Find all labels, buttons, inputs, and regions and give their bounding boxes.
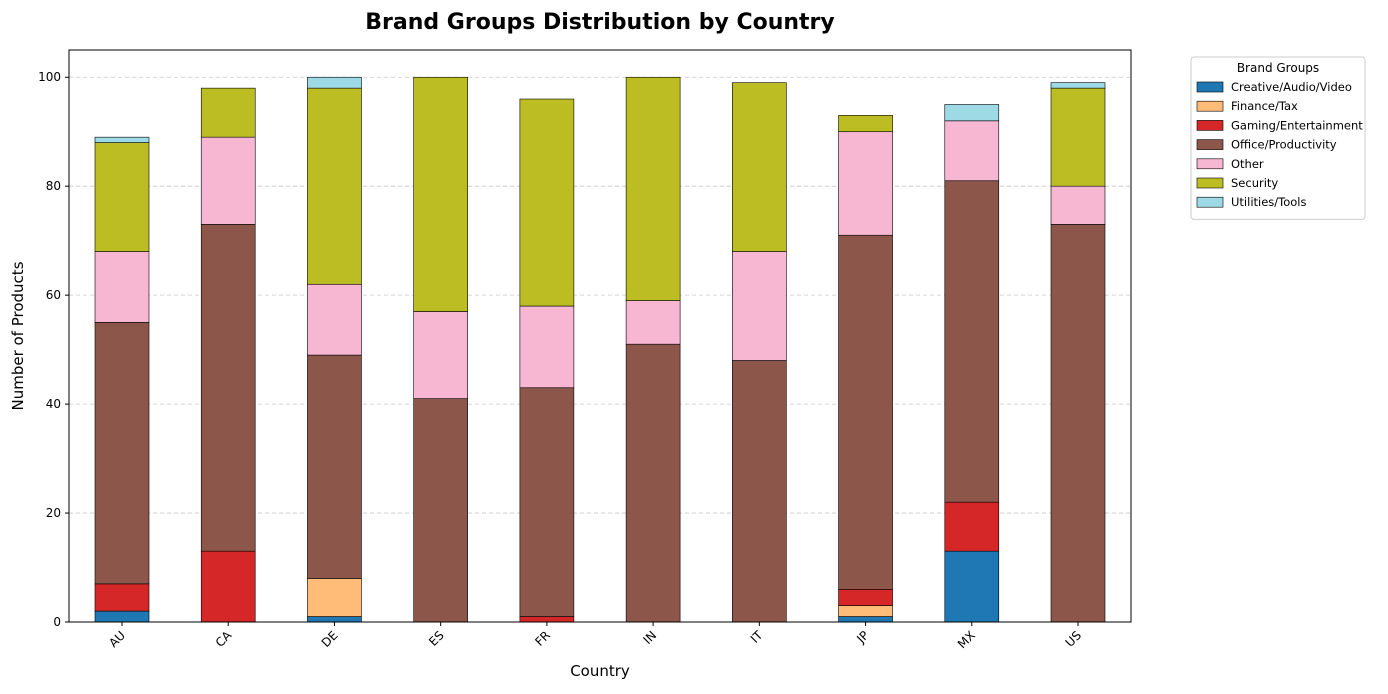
bar-segment (413, 76, 468, 312)
legend-label: Office/Productivity (1231, 138, 1337, 152)
x-tick-label: FR (532, 628, 553, 649)
bar-segment (519, 616, 575, 623)
bar-segment (200, 224, 256, 552)
bar-segment (1050, 82, 1106, 89)
x-tick-label: IN (640, 628, 659, 647)
y-tick-label: 100 (38, 70, 61, 84)
y-axis: 0 20 40 60 80 100 (38, 70, 69, 629)
bar-segment (307, 283, 362, 356)
bar-segment (838, 234, 893, 590)
y-tick-label: 20 (46, 506, 61, 520)
bar-segment (94, 251, 150, 323)
bar-segment (944, 550, 1000, 623)
x-tick-label: JP (853, 628, 871, 646)
bar-segment (200, 136, 256, 225)
bar-segment (94, 322, 150, 585)
bar-segment (944, 120, 1000, 182)
bar-segment (307, 578, 362, 617)
y-tick-label: 80 (46, 179, 61, 193)
bar-segment (944, 501, 1000, 552)
y-tick-label: 0 (53, 615, 61, 629)
legend-swatch (1196, 158, 1224, 170)
bar-segment (519, 98, 575, 307)
bar-segment (838, 131, 893, 236)
legend-label: Creative/Audio/Video (1231, 80, 1352, 94)
legend-swatch (1196, 139, 1224, 150)
bar-segment (838, 115, 893, 133)
legend-title: Brand Groups (1237, 61, 1319, 75)
bar-segment (1050, 224, 1106, 623)
bar-segment (625, 343, 681, 623)
y-axis-label: Number of Products (9, 261, 27, 410)
bar-segment (200, 550, 256, 623)
bar-segment (944, 104, 1000, 122)
plot-frame (68, 49, 1132, 623)
legend-label: Finance/Tax (1231, 99, 1298, 113)
bar-segment (94, 136, 150, 143)
bar-segment (732, 82, 787, 252)
legend-swatch (1196, 100, 1224, 112)
bar-segment (838, 589, 893, 606)
legend-label: Other (1231, 157, 1264, 171)
bars (94, 76, 1106, 623)
x-tick-label: AU (106, 628, 128, 650)
x-tick-label: US (1063, 628, 1085, 650)
bar-segment (519, 387, 575, 617)
bar-segment (732, 360, 787, 623)
y-tick-label: 60 (46, 288, 61, 302)
legend: Brand Groups Creative/Audio/Video Finance/… (1190, 56, 1366, 220)
x-tick-label: IT (748, 628, 766, 646)
legend-swatch (1196, 196, 1224, 208)
bar-segment (307, 87, 362, 285)
bar-segment (1050, 87, 1106, 187)
legend-box (1190, 56, 1366, 220)
x-axis-label: Country (570, 662, 630, 680)
bar-segment (944, 180, 1000, 503)
legend-swatch (1196, 177, 1224, 189)
bar-segment (307, 616, 362, 623)
bar-segment (94, 583, 150, 612)
x-tick-label: CA (213, 628, 235, 650)
x-tick-label: DE (319, 628, 341, 650)
x-tick-label: MX (955, 628, 978, 651)
bar-segment (625, 76, 681, 301)
bar-segment (200, 87, 256, 138)
legend-label: Gaming/Entertainment (1231, 118, 1363, 132)
legend-swatch (1196, 81, 1224, 93)
legend-swatch (1196, 120, 1224, 131)
bar-segment (307, 354, 362, 579)
y-tick-label: 40 (46, 397, 61, 411)
legend-label: Security (1231, 176, 1278, 190)
bar-segment (838, 616, 893, 623)
bar-segment (838, 605, 893, 617)
bar-segment (94, 610, 150, 623)
chart-title: Brand Groups Distribution by Country (365, 10, 834, 35)
bar-segment (1050, 185, 1106, 225)
bar-segment (307, 76, 362, 89)
x-tick-label: ES (426, 628, 447, 649)
legend-label: Utilities/Tools (1231, 195, 1307, 209)
bar-segment (732, 251, 787, 361)
bar-segment (519, 305, 575, 389)
bar-segment (413, 398, 468, 623)
bar-segment (94, 142, 150, 252)
x-axis: AU CA DE ES FR IN IT JP MX US (106, 622, 1084, 651)
bar-segment (625, 300, 681, 345)
bar-segment (413, 311, 468, 399)
